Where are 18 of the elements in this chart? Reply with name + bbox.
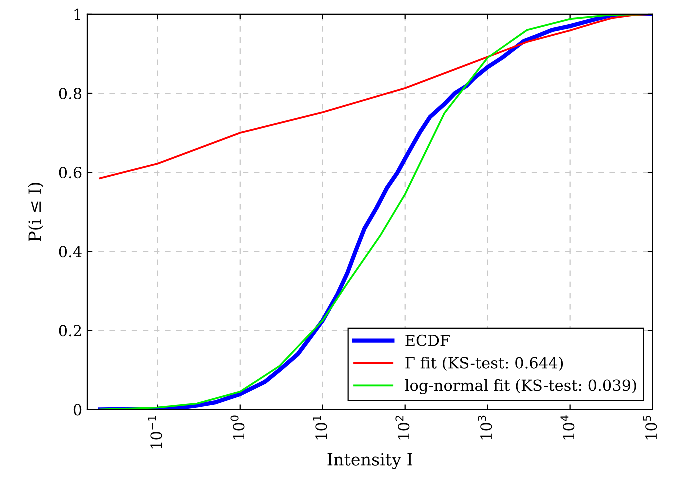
x-axis-title: Intensity I	[328, 453, 412, 470]
y-tick-label: 1	[74, 8, 80, 20]
x-tick-label: 10$^{1}$	[313, 416, 328, 440]
x-tick-label: 10$^{−1}$	[148, 416, 162, 449]
x-tick-label: 10$^{0}$	[230, 416, 245, 440]
x-tick-label: 10$^{3}$	[478, 416, 492, 440]
y-tick-label: 0.2	[59, 325, 82, 337]
y-tick-label: 0.8	[59, 88, 82, 100]
legend-label: Γ fit (KS-test: 0.644)	[406, 356, 564, 371]
y-axis-title: P(i ≤ I)	[28, 183, 44, 242]
x-tick-label: 10$^{2}$	[396, 416, 410, 440]
x-tick-label: 10$^{5}$	[643, 416, 658, 440]
y-tick-label: 0.6	[59, 167, 82, 179]
y-tick-label: 0.4	[59, 246, 82, 258]
legend-label: log-normal fit (KS-test: 0.039)	[405, 379, 636, 394]
y-tick-label: 0	[74, 404, 82, 416]
x-tick-label: 10$^{4}$	[560, 416, 575, 440]
legend-label: ECDF	[406, 334, 450, 346]
